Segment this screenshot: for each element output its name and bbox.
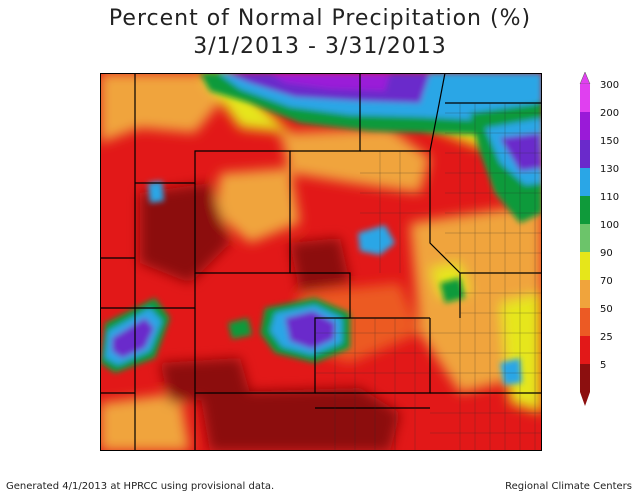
legend-swatch bbox=[580, 308, 590, 336]
legend-label: 130 bbox=[600, 164, 619, 175]
legend-label: 5 bbox=[600, 360, 606, 371]
legend-labels: 300 200 150 130 110 100 90 70 50 25 5 bbox=[600, 80, 619, 371]
legend-top-arrow bbox=[579, 71, 591, 85]
legend-label: 200 bbox=[600, 108, 619, 119]
region-darkred-central bbox=[290, 238, 350, 293]
legend-label: 100 bbox=[600, 220, 619, 231]
region-green-east-spot bbox=[440, 278, 465, 303]
precipitation-legend: 300 200 150 130 110 100 90 70 50 25 5 bbox=[579, 71, 619, 406]
region-blue-southeast-spot bbox=[500, 358, 522, 385]
legend-label: 150 bbox=[600, 136, 619, 147]
region-purple-southwest bbox=[112, 318, 154, 358]
legend-label: 110 bbox=[600, 192, 619, 203]
footer-credit: Regional Climate Centers bbox=[505, 481, 632, 492]
region-green-utah-spot bbox=[228, 318, 252, 339]
region-orange-central-west bbox=[215, 168, 300, 243]
legend-swatches bbox=[579, 71, 591, 406]
legend-swatch bbox=[580, 112, 590, 140]
region-purple-northeast bbox=[500, 133, 542, 171]
precipitation-map bbox=[100, 73, 542, 451]
region-orange-north-central bbox=[280, 128, 430, 193]
legend-swatch bbox=[580, 84, 590, 112]
map-date-range: 3/1/2013 - 3/31/2013 bbox=[193, 34, 447, 59]
legend-swatch bbox=[580, 364, 590, 392]
legend-label: 300 bbox=[600, 80, 619, 91]
region-blue-east bbox=[358, 225, 395, 255]
legend-bottom-arrow bbox=[580, 392, 590, 406]
region-darkred-idaho bbox=[140, 183, 230, 283]
region-orange-northwest bbox=[100, 73, 220, 143]
legend-swatch bbox=[580, 168, 590, 196]
legend-label: 90 bbox=[600, 248, 613, 259]
map-frame bbox=[100, 73, 542, 451]
legend-label: 70 bbox=[600, 276, 613, 287]
legend-swatch bbox=[580, 196, 590, 224]
legend-label: 25 bbox=[600, 332, 613, 343]
legend-swatch bbox=[580, 336, 590, 364]
legend-swatch bbox=[580, 280, 590, 308]
region-darkred-south bbox=[200, 388, 400, 451]
region-orange-southwest bbox=[100, 393, 190, 451]
region-darkred-utah bbox=[160, 358, 250, 403]
map-title: Percent of Normal Precipitation (%) bbox=[108, 6, 532, 31]
county-lines bbox=[315, 103, 542, 451]
legend-label: 50 bbox=[600, 304, 613, 315]
region-blue-idaho-spot bbox=[148, 181, 164, 203]
region-purple-central bbox=[285, 311, 335, 349]
legend-swatch bbox=[580, 224, 590, 252]
legend-swatch bbox=[580, 252, 590, 280]
legend-swatch bbox=[580, 140, 590, 168]
footer-generated-note: Generated 4/1/2013 at HPRCC using provis… bbox=[6, 481, 275, 492]
